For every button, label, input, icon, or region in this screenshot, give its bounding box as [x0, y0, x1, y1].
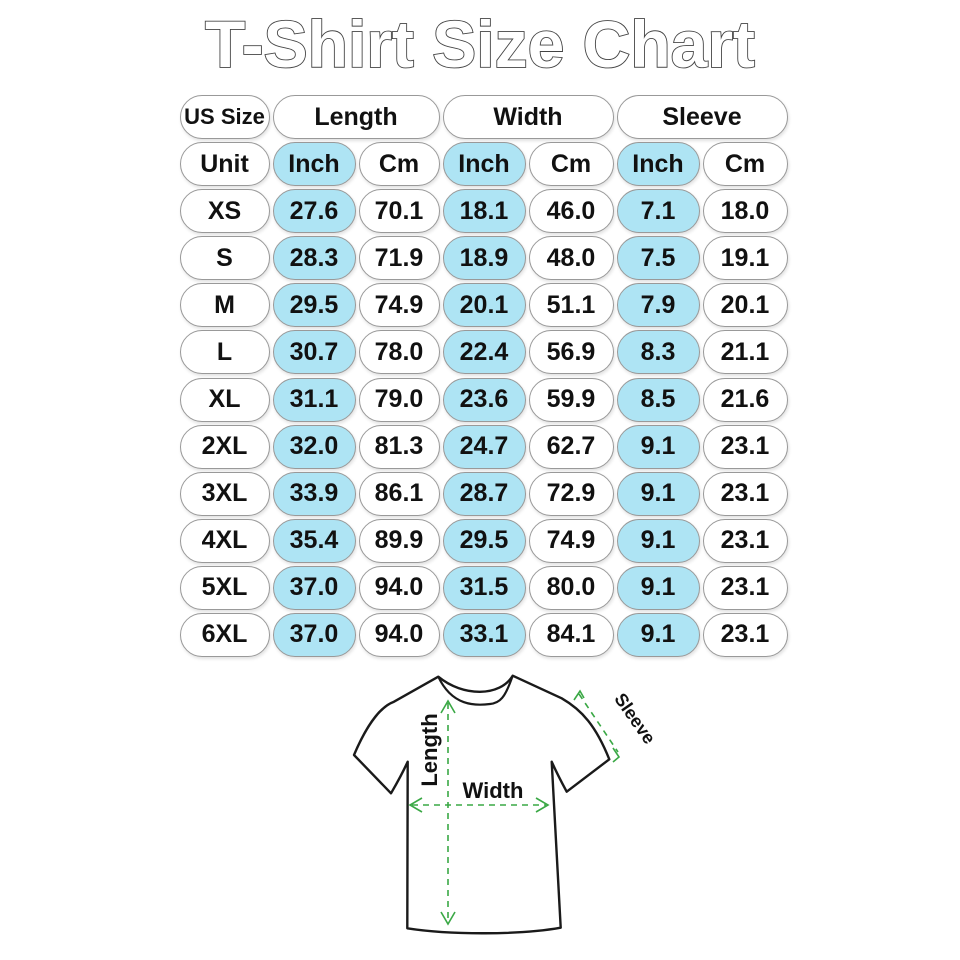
svg-text:Width: Width [463, 778, 524, 803]
svg-text:Sleeve: Sleeve [610, 689, 659, 747]
svg-text:Length: Length [417, 713, 442, 786]
